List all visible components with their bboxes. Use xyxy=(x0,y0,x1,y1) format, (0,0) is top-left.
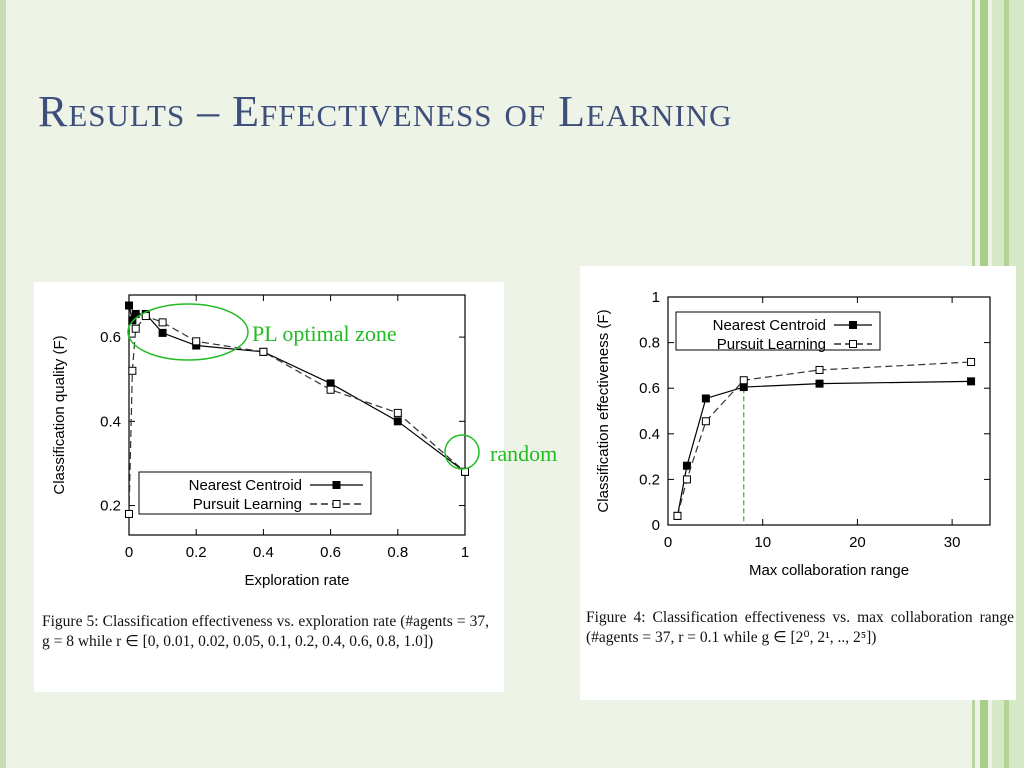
pursuit-learning-point xyxy=(326,385,335,394)
legend-label: Pursuit Learning xyxy=(717,336,826,353)
pursuit-learning-point xyxy=(125,509,133,518)
figure-5-caption: Figure 5: Classification effectiveness v… xyxy=(42,613,489,650)
pursuit-learning-point xyxy=(701,417,710,426)
y-tick-label: 0.6 xyxy=(639,380,660,397)
figure-5-panel: 0 0.2 0.4 0.6 0.8 1 0.2 0.4 0.6 Exploration rate C… xyxy=(34,282,504,692)
pursuit-learning-point xyxy=(141,312,150,321)
nearest-centroid-point xyxy=(701,394,710,403)
nearest-centroid-point xyxy=(393,417,402,426)
pursuit-learning-point xyxy=(739,376,748,385)
y-tick-label: 0.4 xyxy=(639,426,660,443)
pursuit-learning-point xyxy=(815,365,824,374)
exploration-rate-chart: 0 0.2 0.4 0.6 0.8 1 0.2 0.4 0.6 Exploration rate C… xyxy=(51,294,469,589)
x-tick-label: 1 xyxy=(461,544,469,561)
y-axis-label: Classification quality (F) xyxy=(51,335,68,494)
x-axis-label: Exploration rate xyxy=(244,572,349,589)
collaboration-range-chart: 0 10 20 30 0 0.2 0.4 0.6 0.8 1 Max collaboration r… xyxy=(595,289,991,579)
y-tick-label: 0.6 xyxy=(100,329,121,346)
pursuit-learning-point xyxy=(158,318,167,327)
pursuit-learning-point xyxy=(682,475,691,484)
pl-optimal-zone-label: PL optimal zone xyxy=(252,321,397,346)
y-tick-label: 0.2 xyxy=(639,471,660,488)
x-tick-label: 0 xyxy=(664,534,672,551)
figure-4-panel: 0 10 20 30 0 0.2 0.4 0.6 0.8 1 Max collaboration r… xyxy=(580,266,1016,700)
pursuit-learning-point xyxy=(461,467,469,476)
slide-title: Results – Effectiveness of Learning xyxy=(38,87,733,136)
nearest-centroid-point xyxy=(815,379,824,388)
y-tick-label: 0.4 xyxy=(100,413,121,430)
legend-box xyxy=(138,471,372,515)
x-tick-label: 30 xyxy=(944,534,961,551)
y-tick-label: 0 xyxy=(652,517,660,534)
pursuit-learning-point xyxy=(192,337,201,346)
nearest-centroid-point xyxy=(125,301,133,310)
x-tick-label: 20 xyxy=(849,534,866,551)
left-border xyxy=(0,0,6,768)
legend-marker xyxy=(849,321,857,329)
nearest-centroid-line xyxy=(676,380,972,516)
plot-frame xyxy=(128,294,466,536)
x-axis-label: Max collaboration range xyxy=(749,562,909,579)
pursuit-learning-point xyxy=(128,366,137,375)
nearest-centroid-point xyxy=(967,377,976,386)
nearest-centroid-point xyxy=(682,461,691,470)
nearest-centroid-point xyxy=(739,383,748,392)
x-tick-label: 0.2 xyxy=(186,544,207,561)
legend-label: Nearest Centroid xyxy=(713,317,826,334)
x-tick-label: 0.8 xyxy=(387,544,408,561)
pursuit-learning-point xyxy=(259,347,268,356)
legend-marker xyxy=(332,481,341,489)
plot-frame xyxy=(667,296,991,526)
x-tick-label: 0 xyxy=(125,544,133,561)
x-tick-label: 0.4 xyxy=(253,544,274,561)
pursuit-learning-point xyxy=(673,511,682,520)
y-tick-label: 1 xyxy=(652,289,660,306)
nearest-centroid-point xyxy=(131,309,140,318)
nearest-centroid-point xyxy=(158,328,167,337)
pursuit-learning-point xyxy=(131,324,140,333)
legend-label: Nearest Centroid xyxy=(189,477,302,494)
random-label: random xyxy=(490,441,558,466)
x-tick-label: 10 xyxy=(754,534,771,551)
legend-marker xyxy=(332,500,341,508)
x-tick-label: 0.6 xyxy=(320,544,341,561)
pursuit-learning-point xyxy=(393,408,402,417)
y-tick-label: 0.8 xyxy=(639,335,660,352)
y-tick-label: 0.2 xyxy=(100,498,121,515)
legend-marker xyxy=(849,340,857,348)
pursuit-learning-line xyxy=(676,361,972,517)
y-axis-label: Classification effectiveness (F) xyxy=(595,309,612,512)
legend-label: Pursuit Learning xyxy=(193,496,302,513)
figure-4-caption: Figure 4: Classification effectiveness v… xyxy=(586,609,1014,646)
pursuit-learning-point xyxy=(967,357,976,366)
